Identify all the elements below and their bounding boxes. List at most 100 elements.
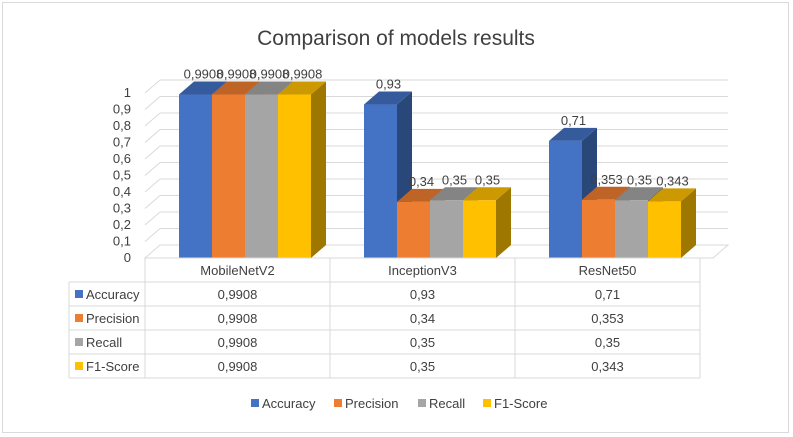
bar-top bbox=[278, 81, 326, 95]
y-axis: 00,1 0,20,3 0,40,5 0,60,7 0,80,9 1 bbox=[113, 85, 131, 265]
table-key bbox=[75, 290, 83, 298]
table-header: ResNet50 bbox=[579, 263, 637, 278]
bar-front bbox=[549, 140, 582, 258]
table-header: MobileNetV2 bbox=[200, 263, 274, 278]
bar-front bbox=[397, 201, 430, 258]
table-cell: 0,353 bbox=[591, 311, 624, 326]
legend-entry: Precision bbox=[345, 396, 398, 411]
table-key bbox=[75, 362, 83, 370]
bar-top bbox=[463, 187, 511, 201]
bar bbox=[463, 187, 511, 258]
legend-swatch bbox=[418, 399, 426, 407]
bar-top bbox=[615, 187, 663, 201]
y-tick-label: 1 bbox=[124, 85, 131, 100]
table-cell: 0,35 bbox=[410, 335, 435, 350]
gridline-side bbox=[144, 228, 161, 242]
y-tick-label: 0,1 bbox=[113, 234, 131, 249]
data-label: 0,35 bbox=[627, 172, 652, 187]
bar-front bbox=[364, 104, 397, 258]
table-cell: 0,93 bbox=[410, 287, 435, 302]
table-cell: 0,34 bbox=[410, 311, 435, 326]
data-label: 0,353 bbox=[590, 172, 623, 187]
bar-side bbox=[681, 188, 696, 258]
bar-front bbox=[648, 201, 681, 258]
bar-front bbox=[245, 94, 278, 258]
table-series-name: Accuracy bbox=[86, 287, 140, 302]
data-label: 0,9908 bbox=[217, 67, 257, 82]
bar-top bbox=[245, 81, 293, 95]
data-table: MobileNetV2 InceptionV3 ResNet50 Accuracy 0,… bbox=[68, 257, 701, 379]
legend-entry: Recall bbox=[429, 396, 465, 411]
bar-top bbox=[430, 187, 478, 201]
bar-front bbox=[278, 94, 311, 258]
gridline-side bbox=[144, 178, 161, 193]
data-label: 0,9908 bbox=[184, 67, 224, 82]
data-label: 0,9908 bbox=[283, 67, 323, 82]
bar bbox=[278, 81, 326, 258]
legend: Accuracy Precision Recall F1-Score bbox=[251, 396, 547, 411]
gridline-side bbox=[144, 96, 161, 110]
gridline-side bbox=[144, 211, 161, 226]
y-tick-label: 0 bbox=[124, 250, 131, 265]
gridline-side bbox=[144, 145, 161, 160]
data-label: 0,343 bbox=[656, 173, 689, 188]
chart-frame bbox=[2, 2, 789, 433]
bar-top bbox=[549, 127, 597, 141]
legend-entry: F1-Score bbox=[494, 396, 547, 411]
table-series-name: Recall bbox=[86, 335, 122, 350]
table-cell: 0,9908 bbox=[218, 359, 258, 374]
gridline-side bbox=[144, 129, 161, 143]
bar-top bbox=[648, 188, 696, 202]
gridline-side bbox=[144, 195, 161, 209]
bar-top bbox=[212, 81, 260, 95]
gridline-side bbox=[144, 162, 161, 176]
table-cell: 0,71 bbox=[595, 287, 620, 302]
bar-front bbox=[463, 200, 496, 258]
bar bbox=[549, 127, 597, 258]
table-key bbox=[75, 338, 83, 346]
data-label: 0,93 bbox=[376, 77, 401, 92]
data-label: 0,35 bbox=[442, 172, 467, 187]
y-tick-label: 0,9 bbox=[113, 102, 131, 117]
bar-top bbox=[582, 186, 630, 200]
bar-front bbox=[430, 200, 463, 258]
bar-top bbox=[364, 91, 412, 105]
gridline-side bbox=[144, 79, 161, 94]
table-series-name: Precision bbox=[86, 311, 139, 326]
legend-entry: Accuracy bbox=[262, 396, 316, 411]
table-series-name: F1-Score bbox=[86, 359, 139, 374]
data-label: 0,9908 bbox=[250, 67, 290, 82]
table-key bbox=[75, 314, 83, 322]
bar-side bbox=[496, 187, 511, 258]
y-tick-label: 0,2 bbox=[113, 217, 131, 232]
legend-swatch bbox=[251, 399, 259, 407]
data-label: 0,34 bbox=[409, 174, 434, 189]
legend-swatch bbox=[334, 399, 342, 407]
y-tick-label: 0,8 bbox=[113, 118, 131, 133]
data-label: 0,71 bbox=[561, 113, 586, 128]
table-cell: 0,9908 bbox=[218, 335, 258, 350]
y-tick-label: 0,5 bbox=[113, 168, 131, 183]
bar-top bbox=[179, 81, 227, 95]
y-tick-label: 0,4 bbox=[113, 184, 131, 199]
table-header: InceptionV3 bbox=[388, 263, 457, 278]
gridline-side bbox=[144, 112, 161, 127]
bar bbox=[648, 188, 696, 258]
table-cell: 0,35 bbox=[410, 359, 435, 374]
bar-front bbox=[179, 94, 212, 258]
chart-title: Comparison of models results bbox=[257, 27, 535, 50]
y-tick-label: 0,6 bbox=[113, 151, 131, 166]
table-cell: 0,9908 bbox=[218, 287, 258, 302]
bar-front bbox=[582, 199, 615, 258]
bar-front bbox=[615, 200, 648, 258]
y-tick-label: 0,3 bbox=[113, 201, 131, 216]
y-tick-label: 0,7 bbox=[113, 135, 131, 150]
legend-swatch bbox=[483, 399, 491, 407]
table-cell: 0,9908 bbox=[218, 311, 258, 326]
table-cell: 0,343 bbox=[591, 359, 624, 374]
bar-side bbox=[311, 81, 326, 258]
data-label: 0,35 bbox=[475, 172, 500, 187]
floor bbox=[143, 244, 730, 259]
